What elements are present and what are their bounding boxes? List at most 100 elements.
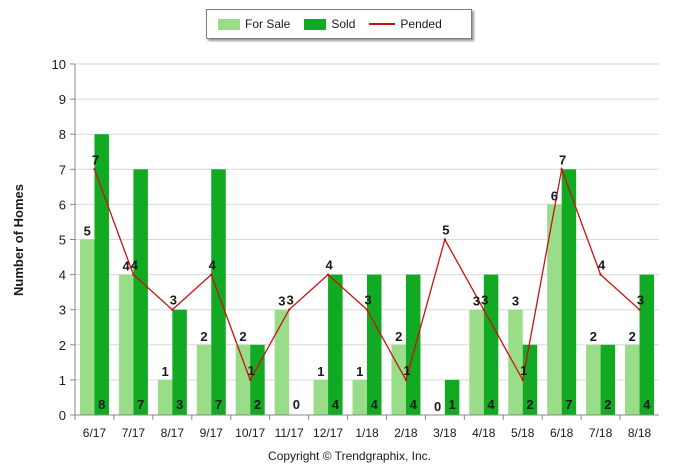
label-pended: 3 bbox=[481, 293, 488, 308]
label-pended: 3 bbox=[637, 293, 644, 308]
legend-label-for-sale: For Sale bbox=[245, 17, 291, 31]
y-tick-label: 10 bbox=[52, 57, 66, 72]
bar-sold bbox=[250, 344, 265, 415]
bar-sold bbox=[405, 274, 421, 415]
label-for-sale: 3 bbox=[512, 294, 519, 309]
x-tick-label: 11/17 bbox=[275, 426, 304, 440]
legend: For Sale Sold Pended bbox=[206, 9, 472, 39]
legend-label-pended: Pended bbox=[400, 17, 442, 31]
pended-point bbox=[599, 273, 602, 276]
label-sold: 7 bbox=[565, 397, 572, 412]
pended-point bbox=[404, 378, 408, 382]
legend-swatch-sold bbox=[304, 18, 327, 30]
bar-sold bbox=[444, 379, 460, 415]
bar-sold bbox=[600, 344, 616, 415]
bar-sold bbox=[639, 274, 655, 415]
bar-for-sale bbox=[235, 344, 251, 415]
bar-for-sale bbox=[118, 274, 134, 415]
label-pended: 1 bbox=[248, 363, 255, 378]
label-for-sale: 3 bbox=[473, 294, 480, 309]
label-pended: 7 bbox=[92, 152, 99, 167]
label-for-sale: 3 bbox=[278, 294, 285, 309]
pended-point bbox=[443, 238, 447, 241]
label-pended: 7 bbox=[559, 152, 566, 167]
label-sold: 7 bbox=[215, 397, 222, 412]
bar-for-sale bbox=[508, 309, 523, 415]
label-sold: 0 bbox=[293, 397, 300, 412]
bar-for-sale bbox=[352, 379, 367, 415]
x-tick-label: 8/18 bbox=[628, 426, 652, 440]
label-sold: 4 bbox=[410, 397, 418, 412]
bar-for-sale bbox=[196, 344, 212, 415]
bar-sold bbox=[483, 274, 499, 415]
y-tick-label: 7 bbox=[59, 162, 66, 177]
y-axis-title: Number of Homes bbox=[11, 184, 26, 296]
x-tick-label: 12/17 bbox=[313, 426, 343, 440]
label-for-sale: 1 bbox=[317, 364, 324, 379]
x-tick-label: 6/18 bbox=[550, 426, 574, 440]
label-sold: 7 bbox=[137, 397, 144, 412]
bars bbox=[79, 134, 655, 415]
bar-sold bbox=[172, 309, 187, 415]
label-for-sale: 1 bbox=[161, 364, 168, 379]
label-for-sale: 5 bbox=[84, 224, 91, 239]
label-sold: 4 bbox=[332, 397, 340, 412]
label-sold: 2 bbox=[526, 397, 533, 412]
label-for-sale: 2 bbox=[629, 329, 636, 344]
pended-point bbox=[210, 273, 213, 276]
pended-point bbox=[326, 273, 330, 276]
bar-sold bbox=[94, 134, 109, 415]
copyright-footer: Copyright © Trendgraphix, Inc. bbox=[268, 449, 431, 463]
label-sold: 4 bbox=[643, 397, 651, 412]
label-sold: 4 bbox=[371, 397, 379, 412]
x-tick-label: 5/18 bbox=[511, 426, 535, 440]
pended-point bbox=[249, 378, 252, 382]
label-sold: 3 bbox=[176, 397, 183, 412]
pended-point bbox=[521, 378, 524, 382]
legend-item-pended: Pended bbox=[369, 17, 442, 31]
label-for-sale: 6 bbox=[551, 188, 558, 203]
pended-point bbox=[171, 308, 174, 311]
label-for-sale: 2 bbox=[395, 329, 402, 344]
legend-item-sold: Sold bbox=[304, 17, 355, 31]
y-tick-label: 0 bbox=[59, 408, 66, 423]
pended-point bbox=[482, 308, 485, 311]
x-tick-label: 10/17 bbox=[235, 426, 265, 440]
pended-line-group bbox=[93, 166, 641, 382]
y-tick-label: 1 bbox=[59, 373, 66, 388]
x-tick-label: 1/18 bbox=[355, 426, 379, 440]
label-for-sale: 2 bbox=[590, 329, 597, 344]
pended-point bbox=[365, 308, 369, 311]
label-for-sale: 1 bbox=[356, 364, 363, 379]
label-pended: 3 bbox=[364, 293, 371, 308]
bar-for-sale bbox=[157, 379, 173, 415]
x-tick-label: 7/17 bbox=[122, 426, 146, 440]
legend-swatch-pended bbox=[369, 23, 396, 25]
bar-sold bbox=[211, 169, 226, 415]
bar-for-sale bbox=[625, 344, 640, 415]
bar-for-sale bbox=[547, 204, 562, 415]
y-tick-label: 6 bbox=[59, 197, 66, 212]
legend-label-sold: Sold bbox=[331, 17, 356, 31]
label-pended: 4 bbox=[131, 258, 139, 273]
bar-for-sale bbox=[79, 239, 95, 415]
bar-sold bbox=[367, 274, 382, 415]
legend-item-for-sale: For Sale bbox=[218, 17, 290, 31]
y-tick-label: 8 bbox=[59, 127, 66, 142]
x-tick-label: 9/17 bbox=[200, 426, 224, 440]
y-tick-label: 5 bbox=[59, 233, 66, 248]
label-pended: 3 bbox=[170, 293, 177, 308]
label-sold: 2 bbox=[254, 397, 261, 412]
pended-point bbox=[93, 168, 96, 171]
pended-point bbox=[560, 168, 563, 171]
label-sold: 2 bbox=[604, 397, 611, 412]
x-tick-label: 6/17 bbox=[83, 426, 107, 440]
label-for-sale: 0 bbox=[434, 399, 441, 414]
label-pended: 1 bbox=[520, 363, 527, 378]
bar-for-sale bbox=[586, 344, 601, 415]
bar-sold bbox=[133, 169, 148, 415]
x-tick-label: 7/18 bbox=[589, 426, 613, 440]
x-tick-label: 8/17 bbox=[161, 426, 185, 440]
